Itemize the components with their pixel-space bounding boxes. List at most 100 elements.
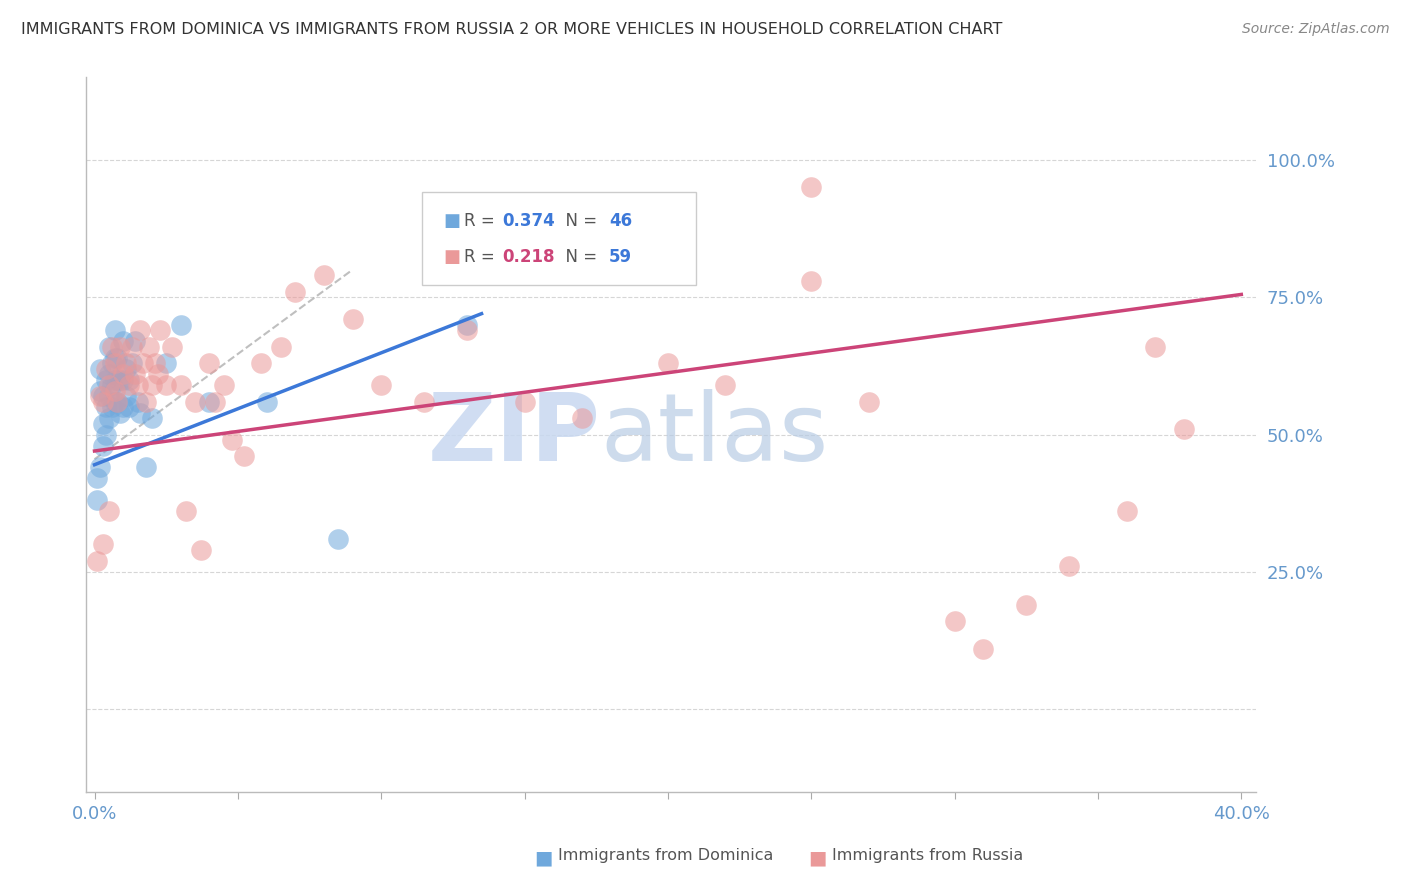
Point [657,356,679,370]
Point [103,323,125,337]
Point [97,367,120,381]
Point [91,537,114,551]
Point [97,504,120,518]
Point [800,180,823,194]
Point [256,394,278,409]
Point [112,400,135,414]
Point [513,394,536,409]
Text: Immigrants from Russia: Immigrants from Russia [832,848,1024,863]
Point [456,323,478,337]
Point [342,312,364,326]
Point [107,394,129,409]
Point [103,394,125,409]
Point [571,411,593,425]
Point [413,394,436,409]
Point [124,334,146,348]
Point [1059,559,1081,574]
Point [972,641,994,656]
Point [129,323,152,337]
Point [270,340,292,354]
Point [249,356,271,370]
Point [124,367,146,381]
Text: Immigrants from Dominica: Immigrants from Dominica [558,848,773,863]
Point [94,361,117,376]
Point [232,450,254,464]
Point [118,373,141,387]
Point [118,400,141,414]
Text: N =: N = [555,248,603,266]
Point [110,405,132,419]
Point [115,356,138,370]
Text: ■: ■ [808,848,827,867]
Point [1144,340,1167,354]
Text: R =: R = [464,212,501,230]
Point [141,411,163,425]
Point [212,378,235,392]
Point [800,274,823,288]
Point [169,318,191,332]
Point [312,268,335,283]
Point [97,411,120,425]
Point [149,323,172,337]
Point [91,394,114,409]
Point [89,389,111,403]
Point [714,378,737,392]
Point [174,504,197,518]
Text: IMMIGRANTS FROM DOMINICA VS IMMIGRANTS FROM RUSSIA 2 OR MORE VEHICLES IN HOUSEHO: IMMIGRANTS FROM DOMINICA VS IMMIGRANTS F… [21,22,1002,37]
Point [103,356,125,370]
Point [94,427,117,442]
Point [107,373,129,387]
Point [160,340,183,354]
Point [858,394,880,409]
Point [221,433,243,447]
Point [97,340,120,354]
Point [103,384,125,398]
Point [115,389,138,403]
Point [155,378,177,392]
Point [1115,504,1137,518]
Point [115,361,138,376]
Point [100,378,122,392]
Point [943,615,966,629]
Text: R =: R = [464,248,501,266]
Point [121,356,143,370]
Point [89,460,111,475]
Point [110,373,132,387]
Point [198,394,221,409]
Point [456,318,478,332]
Text: ■: ■ [534,848,553,867]
Text: atlas: atlas [600,389,830,481]
Point [155,356,177,370]
Point [135,394,157,409]
Point [112,367,135,381]
Point [107,394,129,409]
Point [100,356,122,370]
Point [86,554,108,568]
Point [146,367,169,381]
Text: 59: 59 [609,248,631,266]
Point [284,285,307,299]
Point [100,400,122,414]
Point [112,373,135,387]
Point [89,361,111,376]
Text: Source: ZipAtlas.com: Source: ZipAtlas.com [1241,22,1389,37]
Text: 0.218: 0.218 [502,248,554,266]
Point [127,378,149,392]
Point [1015,598,1038,612]
Text: ZIP: ZIP [427,389,600,481]
Point [1173,422,1195,436]
Point [112,334,135,348]
Point [94,373,117,387]
Point [110,340,132,354]
Point [97,378,120,392]
Text: ■: ■ [443,212,460,230]
Point [94,400,117,414]
Point [100,340,122,354]
Point [132,356,155,370]
Point [97,389,120,403]
Point [204,394,226,409]
Point [135,460,157,475]
Point [86,471,108,485]
Point [103,351,125,365]
Text: N =: N = [555,212,603,230]
